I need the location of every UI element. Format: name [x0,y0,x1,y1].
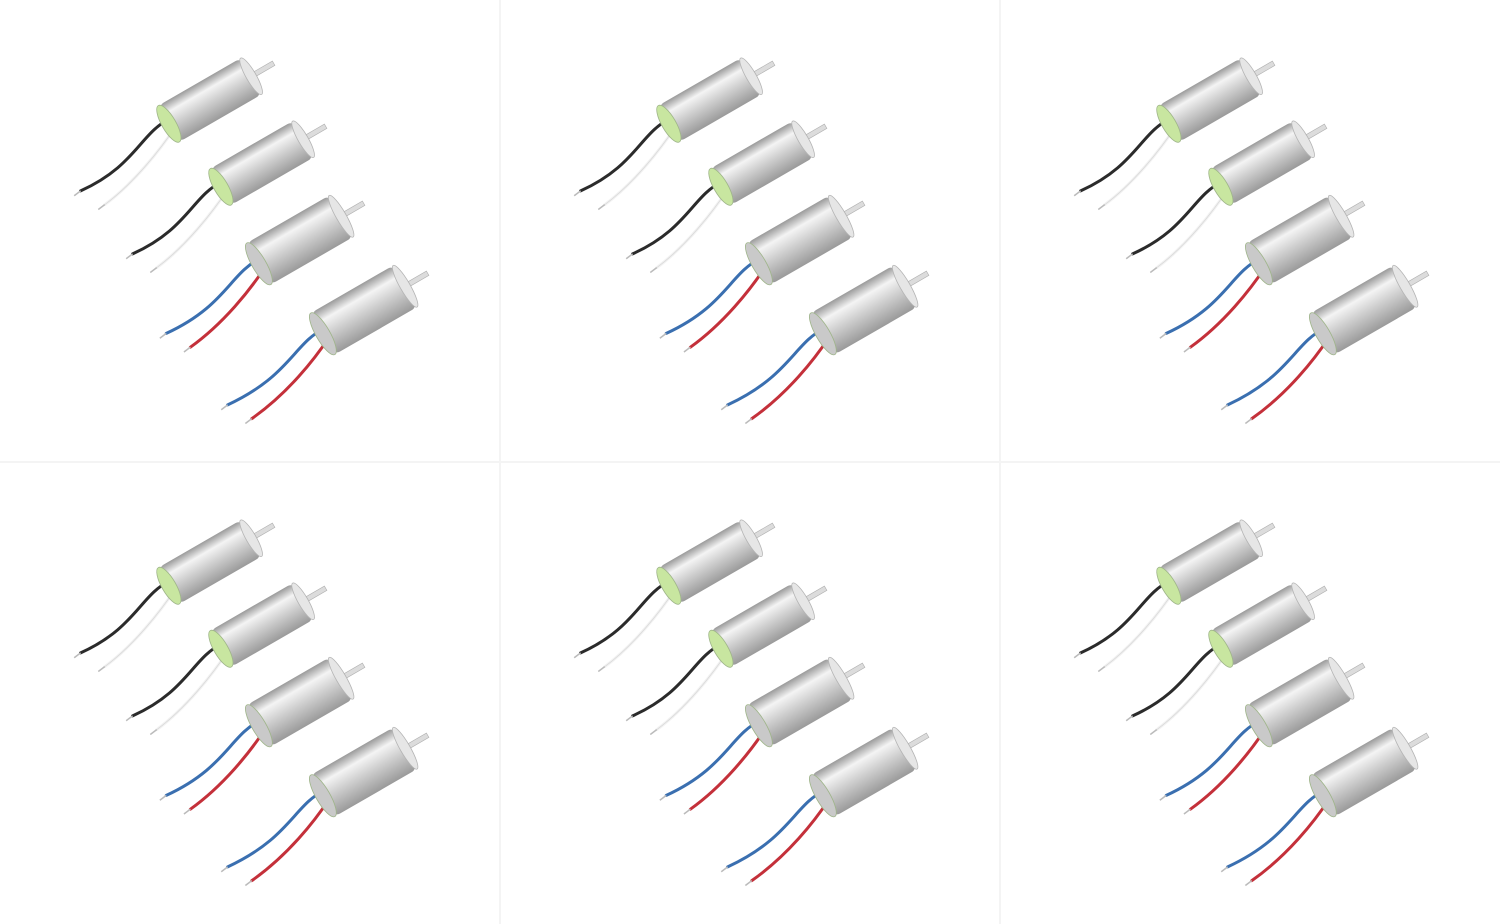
photo-panel-5 [500,462,1000,924]
motor-body [813,729,915,815]
motor-body [249,659,351,745]
motor-end-cap [656,566,682,605]
motor-end-cap [656,104,682,143]
motor-body [249,197,351,283]
motor-1 [573,519,776,673]
motor-2 [625,120,828,274]
motor-body [313,729,415,815]
motor-end-cap [309,312,337,356]
motor-2 [1125,120,1328,274]
motor-body [660,522,760,602]
motor-end-cap [1309,774,1337,818]
motor-body [749,197,851,283]
motor-3 [159,656,366,815]
motor-2 [125,582,328,736]
motor-2 [625,582,828,736]
motor-end-cap [245,704,273,748]
motor-3 [159,194,366,353]
motor-4 [1220,264,1430,425]
photo-panel-3 [1000,0,1500,462]
motors-illustration [73,519,430,887]
motor-end-cap [708,629,734,668]
motor-end-cap [208,167,234,206]
wire-a [164,718,262,797]
motor-3 [659,656,866,815]
motor-end-cap [745,704,773,748]
motor-end-cap [1245,704,1273,748]
motor-end-cap [809,774,837,818]
motor-2 [125,120,328,274]
motor-3 [659,194,866,353]
wire-a [726,788,826,869]
wire-a [1226,788,1326,869]
panel-divider [0,461,1500,463]
motor-end-cap [245,242,273,286]
motor-4 [220,264,430,425]
motor-1 [73,519,276,673]
motor-body [813,267,915,353]
motor-end-cap [309,774,337,818]
wire-a [226,788,326,869]
wire-a [1164,256,1262,335]
motor-2 [1125,582,1328,736]
motor-body [1212,585,1312,665]
motor-end-cap [708,167,734,206]
wire-a [1164,718,1262,797]
wire-a [226,326,326,407]
motor-end-cap [156,566,182,605]
motor-1 [573,57,776,211]
motor-end-cap [1156,566,1182,605]
wire-a [164,256,262,335]
motors-illustration [573,519,930,887]
motor-body [313,267,415,353]
wire-a [1226,326,1326,407]
motor-1 [1073,519,1276,673]
photo-panel-1 [0,0,500,462]
motor-body [1249,197,1351,283]
motor-end-cap [1309,312,1337,356]
motor-body [1313,729,1415,815]
motor-body [712,585,812,665]
motor-body [160,60,260,140]
motor-body [212,585,312,665]
motor-end-cap [208,629,234,668]
motor-end-cap [1245,242,1273,286]
motor-body [1249,659,1351,745]
motors-illustration [1073,519,1430,887]
motor-body [1212,123,1312,203]
motors-illustration [573,57,930,425]
motor-3 [1159,656,1366,815]
motor-body [1160,522,1260,602]
motor-4 [220,726,430,887]
motor-body [712,123,812,203]
wire-a [726,326,826,407]
motor-body [660,60,760,140]
motors-illustration [1073,57,1430,425]
photo-panel-6 [1000,462,1500,924]
motor-end-cap [1208,167,1234,206]
motors-illustration [73,57,430,425]
motor-body [160,522,260,602]
motor-end-cap [809,312,837,356]
motor-end-cap [745,242,773,286]
motor-1 [1073,57,1276,211]
photo-panel-4 [0,462,500,924]
motor-4 [1220,726,1430,887]
motor-3 [1159,194,1366,353]
photo-panel-2 [500,0,1000,462]
wire-a [664,718,762,797]
motor-body [1313,267,1415,353]
motor-1 [73,57,276,211]
motor-body [749,659,851,745]
motor-body [212,123,312,203]
motor-4 [720,726,930,887]
motor-4 [720,264,930,425]
motor-body [1160,60,1260,140]
motor-end-cap [1156,104,1182,143]
motor-end-cap [1208,629,1234,668]
wire-a [664,256,762,335]
motor-end-cap [156,104,182,143]
